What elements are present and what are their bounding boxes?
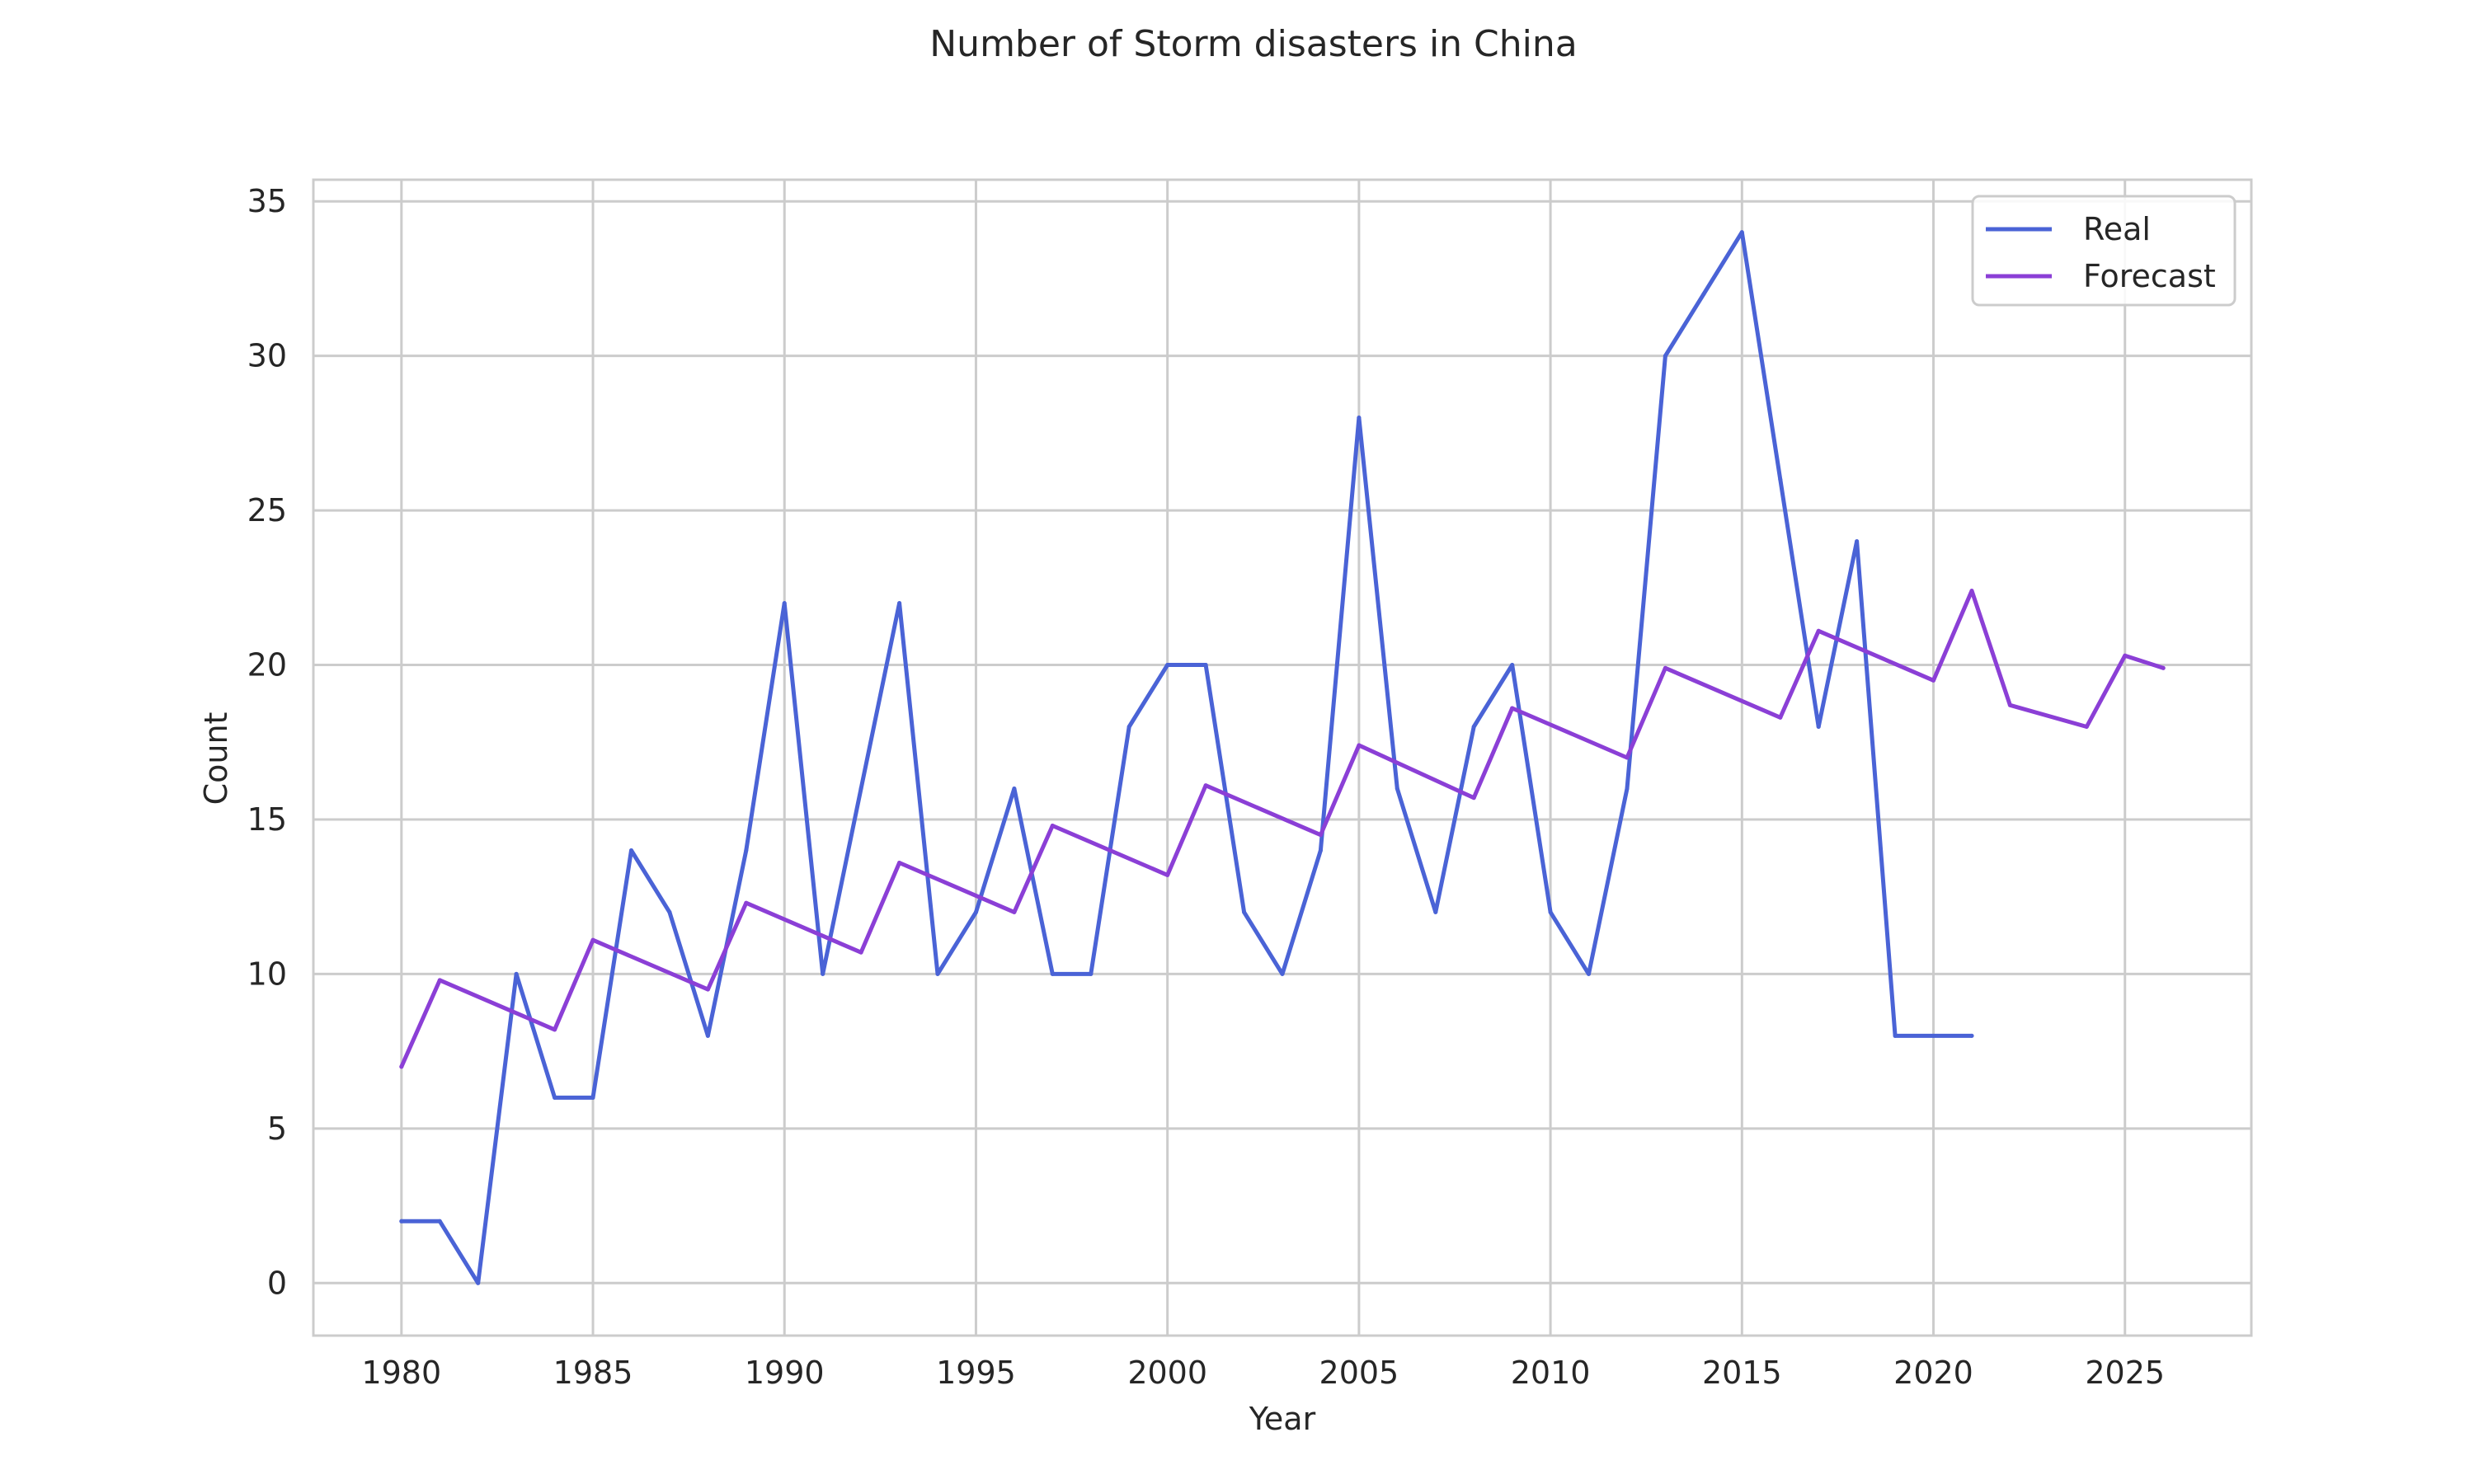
- data-point-real: [1931, 1033, 1935, 1038]
- data-point-forecast: [1357, 743, 1362, 748]
- data-point-real: [1855, 539, 1860, 544]
- data-point-forecast: [1318, 833, 1323, 838]
- series-line-forecast: [399, 589, 2166, 1069]
- data-point-real: [1969, 1033, 1974, 1038]
- data-point-real: [1433, 909, 1438, 914]
- data-point-forecast: [399, 1064, 404, 1069]
- data-point-forecast: [1778, 715, 1783, 720]
- x-tick-label: 1995: [936, 1355, 1016, 1391]
- data-point-real: [514, 971, 519, 976]
- data-point-forecast: [1816, 628, 1821, 633]
- data-point-forecast: [2007, 702, 2012, 707]
- data-point-forecast: [1625, 755, 1630, 760]
- data-point-real: [1548, 909, 1553, 914]
- data-point-forecast: [1050, 824, 1055, 828]
- y-tick-label: 10: [247, 956, 287, 992]
- data-point-real: [1395, 787, 1399, 791]
- chart-title: Number of Storm disasters in China: [929, 23, 1577, 65]
- legend-label-real: Real: [2083, 211, 2151, 247]
- data-point-real: [858, 787, 863, 791]
- data-point-real: [1701, 292, 1706, 297]
- data-point-real: [935, 971, 940, 976]
- legend: Real Forecast: [1971, 195, 2236, 307]
- data-point-real: [1357, 416, 1362, 420]
- series-line-real: [399, 230, 1974, 1285]
- data-point-real: [1778, 477, 1783, 482]
- data-point-forecast: [897, 861, 902, 865]
- data-point-forecast: [2123, 653, 2128, 658]
- data-point-forecast: [2161, 665, 2166, 670]
- y-tick-label: 20: [247, 647, 287, 683]
- data-point-forecast: [744, 900, 749, 905]
- data-point-forecast: [858, 950, 863, 955]
- data-point-forecast: [1165, 872, 1170, 877]
- data-point-real: [1471, 725, 1476, 729]
- data-point-real: [821, 971, 825, 976]
- data-point-real: [974, 909, 978, 914]
- x-tick-labels: 1980 1985 1990 1995 2000 2005 2010 2015 2020 2025: [361, 1355, 2165, 1391]
- data-point-real: [1663, 354, 1667, 359]
- x-tick-label: 2015: [1702, 1355, 1782, 1391]
- y-tick-label: 0: [267, 1265, 287, 1301]
- y-tick-label: 25: [247, 492, 287, 528]
- data-point-real: [744, 848, 749, 852]
- x-tick-label: 1985: [553, 1355, 633, 1391]
- x-tick-label: 2000: [1127, 1355, 1207, 1391]
- data-point-real: [1242, 909, 1247, 914]
- data-point-forecast: [1471, 796, 1476, 801]
- y-tick-label: 5: [267, 1111, 287, 1147]
- data-point-real: [1510, 663, 1515, 667]
- data-point-forecast: [437, 978, 442, 983]
- data-point-real: [782, 601, 787, 606]
- x-tick-label: 2005: [1319, 1355, 1399, 1391]
- data-point-forecast: [1931, 678, 1935, 683]
- data-point-real: [1893, 1033, 1898, 1038]
- data-point-forecast: [553, 1027, 557, 1032]
- data-point-real: [1816, 725, 1821, 729]
- y-tick-labels: 0 5 10 15 20 25 30 35: [247, 183, 287, 1301]
- legend-label-forecast: Forecast: [2083, 258, 2216, 294]
- data-point-real: [1625, 787, 1630, 791]
- data-point-forecast: [705, 987, 710, 992]
- y-axis-label: Count: [198, 712, 234, 805]
- x-tick-label: 1990: [745, 1355, 825, 1391]
- x-axis-label: Year: [1249, 1401, 1316, 1437]
- data-point-real: [399, 1219, 404, 1223]
- y-tick-label: 15: [247, 801, 287, 838]
- data-point-real: [553, 1095, 557, 1100]
- data-point-real: [667, 909, 672, 914]
- data-point-real: [1126, 725, 1131, 729]
- y-tick-label: 35: [247, 183, 287, 219]
- data-point-real: [1203, 663, 1208, 667]
- data-point-forecast: [1969, 589, 1974, 594]
- data-point-real: [1050, 971, 1055, 976]
- plot-area: [312, 178, 2253, 1337]
- data-point-forecast: [1663, 665, 1667, 670]
- data-point-forecast: [1012, 909, 1017, 914]
- data-point-forecast: [2084, 725, 2089, 729]
- data-point-forecast: [590, 937, 595, 942]
- data-point-real: [1165, 663, 1170, 667]
- data-point-forecast: [1203, 783, 1208, 788]
- data-point-real: [1280, 971, 1285, 976]
- x-tick-label: 1980: [361, 1355, 441, 1391]
- data-point-real: [897, 601, 902, 606]
- data-point-real: [1089, 971, 1094, 976]
- data-point-real: [1012, 787, 1017, 791]
- x-tick-label: 2020: [1893, 1355, 1973, 1391]
- data-point-forecast: [1510, 706, 1515, 711]
- data-point-real: [476, 1280, 481, 1285]
- y-tick-label: 30: [247, 338, 287, 374]
- data-point-real: [590, 1095, 595, 1100]
- series-layer: [399, 230, 2166, 1285]
- data-point-real: [1587, 971, 1591, 976]
- data-point-real: [1739, 230, 1744, 235]
- data-point-real: [705, 1033, 710, 1038]
- x-tick-label: 2025: [2085, 1355, 2165, 1391]
- data-point-real: [1318, 848, 1323, 852]
- x-tick-label: 2010: [1511, 1355, 1591, 1391]
- data-point-real: [629, 848, 633, 852]
- data-point-real: [437, 1219, 442, 1223]
